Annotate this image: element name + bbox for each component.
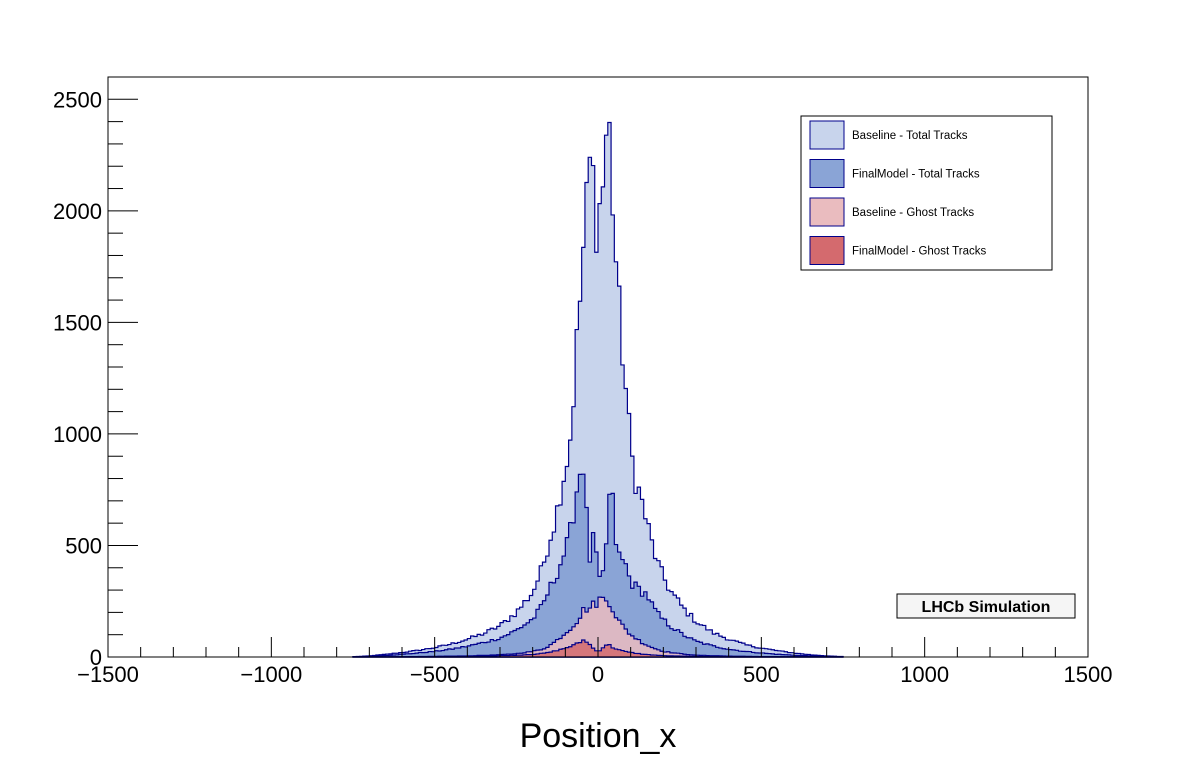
simulation-label-frame [896,593,1076,619]
axis-layer: −1500 −1000 −500 0 500 1000 1500 0 500 1000 1500 20… [53,76,1113,687]
y-tick-label: 500 [65,533,102,558]
x-tick-label: −500 [410,662,460,687]
x-axis-title: Position_x [520,717,677,755]
legend-label: FinalModel - Ghost Tracks [852,246,986,258]
y-tick-label: 2000 [53,199,102,224]
y-tick-label: 0 [90,645,102,670]
simulation-label: LHCb Simulation [922,599,1051,616]
y-tick-label: 1500 [53,310,102,335]
legend-swatch [809,120,845,150]
legend: Baseline - Total Tracks FinalModel - Tota… [800,115,1053,271]
x-tick-label: 1000 [900,662,949,687]
legend-swatch [809,159,845,188]
legend-swatch [809,236,845,265]
x-tick-label: 0 [592,662,604,687]
legend-entries: Baseline - Total Tracks FinalModel - Tota… [809,120,986,265]
y-tick-label: 2500 [53,87,102,112]
legend-label: Baseline - Total Tracks [852,130,968,142]
x-tick-label: −1000 [240,662,302,687]
y-tick-label: 1000 [53,422,102,447]
simulation-label-box: LHCb Simulation [896,593,1076,619]
legend-label: Baseline - Ghost Tracks [852,207,974,219]
x-tick-label: 1500 [1064,662,1113,687]
legend-label: FinalModel - Total Tracks [852,169,980,181]
x-tick-label: −1500 [77,662,139,687]
legend-swatch [809,197,845,227]
x-tick-label: 500 [743,662,780,687]
